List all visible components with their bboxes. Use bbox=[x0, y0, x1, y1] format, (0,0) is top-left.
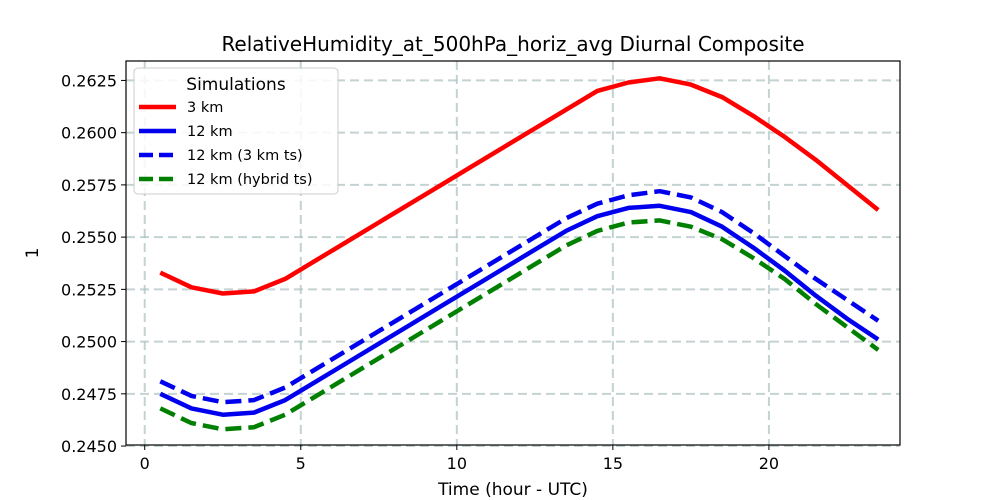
y-tick-label: 0.2475 bbox=[61, 385, 117, 404]
y-tick-label: 0.2575 bbox=[61, 176, 117, 195]
plot-frame bbox=[125, 60, 901, 446]
y-tick-label: 0.2625 bbox=[61, 71, 117, 90]
legend-label: 12 km bbox=[187, 124, 233, 140]
y-axis-label: 1 bbox=[23, 248, 43, 259]
x-tick-label: 15 bbox=[603, 454, 623, 473]
axis-ticks: 0 5 10 15 20 0.2450 0.2475 0.2500 0.2525 0.2550 0.… bbox=[61, 71, 779, 473]
legend-entries: 3 km 12 km 12 km (3 km ts) 12 km (hybrid ts… bbox=[139, 100, 313, 188]
legend-label: 12 km (3 km ts) bbox=[187, 148, 303, 164]
series-line-3-km bbox=[159, 76, 880, 296]
legend-label: 3 km bbox=[187, 100, 223, 116]
x-tick-label: 5 bbox=[296, 454, 306, 473]
legend-title: Simulations bbox=[186, 75, 286, 95]
y-tick-label: 0.2450 bbox=[61, 437, 117, 456]
series-line-12-km bbox=[159, 203, 880, 417]
chart-title: RelativeHumidity_at_500hPa_horiz_avg Diu… bbox=[221, 32, 804, 56]
series-line-12-km-hybrid-ts bbox=[159, 218, 880, 432]
series-lines bbox=[159, 76, 880, 432]
grid bbox=[126, 61, 900, 448]
y-tick-label: 0.2600 bbox=[61, 124, 117, 143]
y-tick-label: 0.2525 bbox=[61, 280, 117, 299]
legend: Simulations 3 km 12 km 12 km (3 km ts) 12 k… bbox=[133, 67, 339, 195]
x-tick-label: 0 bbox=[140, 454, 150, 473]
y-tick-label: 0.2500 bbox=[61, 333, 117, 352]
legend-box bbox=[133, 67, 339, 195]
x-tick-label: 20 bbox=[759, 454, 779, 473]
x-tick-label: 10 bbox=[447, 454, 467, 473]
y-tick-label: 0.2550 bbox=[61, 228, 117, 247]
legend-label: 12 km (hybrid ts) bbox=[187, 172, 313, 188]
series-line-12-km-3-km-ts bbox=[159, 188, 880, 405]
x-axis-label: Time (hour - UTC) bbox=[437, 480, 588, 500]
